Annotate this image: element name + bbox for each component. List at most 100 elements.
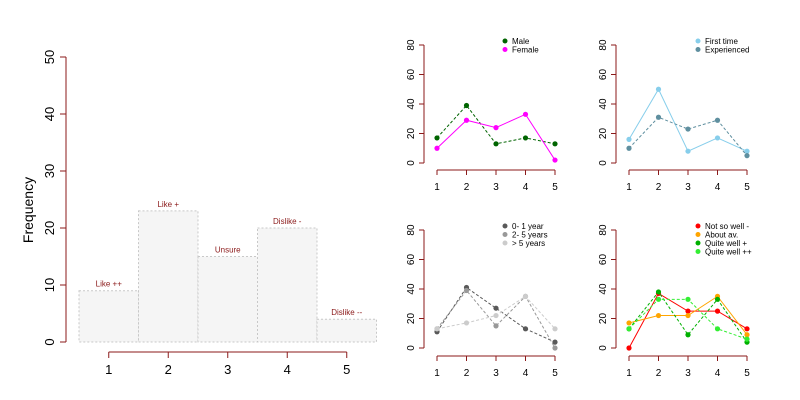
y-tick-label: 10	[42, 278, 57, 292]
x-tick-label: 1	[434, 368, 440, 379]
histogram-bar	[138, 210, 199, 343]
legend-label: First time	[705, 37, 738, 46]
y-tick-label: 80	[406, 224, 417, 236]
legend-label: About av.	[705, 231, 738, 240]
x-tick-label: 5	[343, 362, 350, 377]
series-point	[626, 145, 632, 151]
y-tick-label: 80	[406, 39, 417, 51]
legend-label: 2- 5 years	[512, 231, 548, 240]
series-point	[685, 332, 691, 338]
x-tick-label: 2	[656, 182, 662, 193]
y-tick-label: 40	[598, 283, 609, 295]
legend-marker	[502, 240, 508, 246]
y-tick-label: 80	[598, 224, 609, 236]
series-line	[436, 113, 556, 161]
legend-label: 0- 1 year	[512, 222, 544, 231]
y-tick-label: 40	[406, 98, 417, 110]
x-tick-label: 3	[493, 368, 499, 379]
y-tick-label: 0	[598, 345, 609, 351]
series-point	[434, 326, 440, 332]
histogram-bar	[197, 256, 258, 343]
legend-marker	[502, 38, 508, 44]
x-tick-label: 1	[626, 368, 632, 379]
series-point	[714, 296, 721, 302]
x-tick-label: 3	[685, 368, 691, 379]
x-tick-label: 4	[284, 362, 291, 377]
y-tick-label: 60	[598, 69, 609, 81]
series-point	[552, 339, 558, 345]
series-point	[626, 320, 632, 326]
x-tick-label: 3	[493, 182, 499, 193]
series-point	[626, 326, 632, 332]
series-line	[436, 289, 556, 349]
y-tick-label: 0	[406, 345, 417, 351]
bar-label: Dislike --	[331, 308, 362, 317]
series-point	[552, 141, 558, 147]
x-tick-label: 1	[626, 182, 632, 193]
x-tick-label: 2	[464, 368, 470, 379]
series-point	[434, 145, 440, 151]
series-point	[522, 111, 529, 117]
legend-marker	[502, 47, 508, 52]
series-point	[493, 141, 499, 147]
series-point	[714, 326, 721, 332]
series-point	[493, 312, 499, 319]
series-point	[685, 308, 691, 314]
y-tick-label: 20	[598, 128, 609, 140]
series-point	[655, 289, 662, 295]
series-point	[685, 148, 691, 154]
x-tick-label: 2	[656, 368, 662, 379]
x-tick-label: 2	[165, 362, 172, 377]
series-point	[714, 135, 721, 141]
series-point	[463, 320, 470, 326]
series-point	[744, 148, 750, 154]
y-tick-label: 20	[42, 221, 57, 235]
legend-label: Male	[512, 37, 530, 46]
y-tick-label: 0	[42, 338, 57, 345]
x-tick-label: 4	[523, 368, 529, 379]
series-point	[626, 136, 632, 142]
series-line	[628, 88, 748, 152]
legend-marker	[695, 223, 701, 229]
y-tick-label: 0	[406, 160, 417, 166]
series-point	[655, 86, 662, 92]
series-point	[714, 117, 721, 123]
series-point	[552, 345, 558, 351]
series-point	[493, 305, 499, 311]
y-tick-label: 20	[598, 313, 609, 325]
series-point	[655, 114, 662, 120]
legend-label: Quite well +	[705, 239, 747, 248]
y-tick-label: 40	[42, 107, 57, 121]
bar-label: Unsure	[215, 246, 241, 255]
x-tick-label: 3	[224, 362, 231, 377]
series-point	[522, 135, 529, 141]
x-tick-label: 5	[744, 182, 750, 193]
x-tick-label: 5	[552, 182, 558, 193]
x-tick-label: 4	[715, 368, 721, 379]
legend-label: > 5 years	[512, 239, 545, 248]
series-point	[463, 102, 470, 109]
y-tick-label: 40	[406, 283, 417, 295]
x-tick-label: 3	[685, 182, 691, 193]
bar-label: Like +	[157, 200, 179, 209]
x-tick-label: 5	[552, 368, 558, 379]
series-line	[436, 104, 556, 145]
series-line	[628, 291, 748, 343]
series-point	[744, 336, 750, 342]
legend-marker	[502, 232, 508, 237]
x-tick-label: 5	[744, 368, 750, 379]
x-tick-label: 4	[523, 182, 529, 193]
series-point	[744, 153, 750, 159]
legend-label: Female	[512, 46, 539, 55]
series-point	[434, 135, 440, 141]
bar-label: Dislike -	[273, 217, 302, 226]
histogram-bar	[257, 227, 318, 343]
y-tick-label: 30	[42, 164, 57, 178]
y-tick-label: 0	[598, 160, 609, 166]
series-point	[493, 125, 499, 131]
y-tick-label: 20	[406, 313, 417, 325]
y-tick-label: 20	[406, 128, 417, 140]
